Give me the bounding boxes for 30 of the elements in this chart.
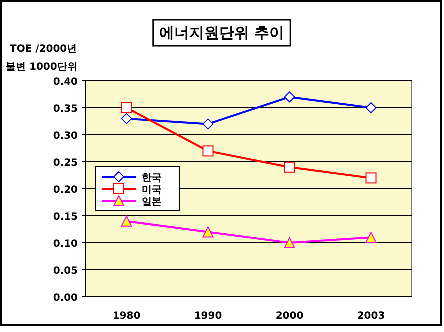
y-tick-label: 0.00 <box>53 293 78 304</box>
point <box>366 232 377 244</box>
legend-label: 일본 <box>142 197 162 208</box>
x-tick-label: 1990 <box>194 311 222 322</box>
point <box>284 238 296 248</box>
point <box>284 92 296 103</box>
chart-title: 에너지원단위 추이 <box>159 24 285 42</box>
point <box>121 113 132 124</box>
point <box>284 162 296 173</box>
point <box>366 102 377 114</box>
y-tick-label: 0.15 <box>53 212 78 223</box>
legend-label: 미국 <box>142 185 162 196</box>
x-tick-label: 2000 <box>276 311 304 322</box>
point <box>366 172 377 184</box>
y-tick-label: 0.25 <box>53 158 78 169</box>
x-tick-label: 2003 <box>357 311 386 322</box>
point <box>202 146 214 157</box>
legend-label: 한국 <box>142 173 162 184</box>
y-tick-label: 0.30 <box>53 131 78 142</box>
y-tick-label: 0.35 <box>53 104 78 115</box>
y-tick-label: 0.10 <box>53 239 78 250</box>
point <box>121 102 132 114</box>
y-tick-label: 0.20 <box>53 185 78 196</box>
y-tick-label: 0.05 <box>53 266 78 277</box>
point <box>202 226 214 238</box>
y-axis-title: TOE /2000년 불변 1000단위 <box>6 44 78 73</box>
point <box>202 118 214 130</box>
x-tick-label: 1980 <box>112 311 141 322</box>
point <box>121 216 132 227</box>
y-tick-label: 0.40 <box>53 77 78 88</box>
